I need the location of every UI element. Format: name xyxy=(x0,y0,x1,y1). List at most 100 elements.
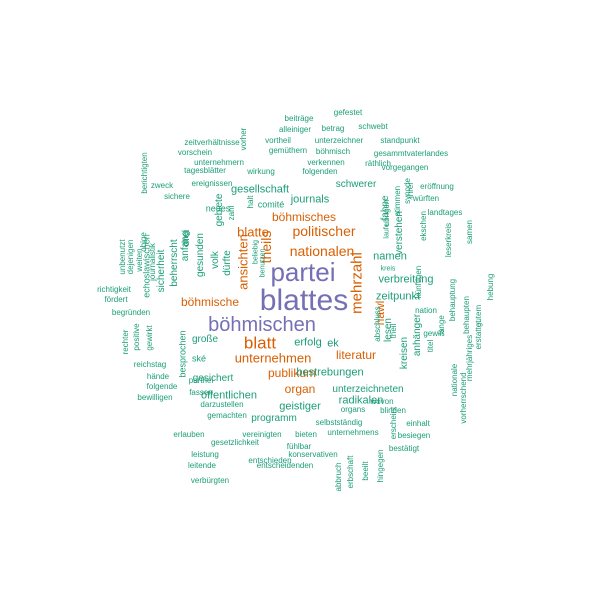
word-cloud-term: vorschein xyxy=(177,148,213,157)
word-cloud-term: zeitpunkt xyxy=(375,290,421,303)
word-cloud-term: hände xyxy=(146,372,170,381)
word-cloud-term: gesammtvaterlandes xyxy=(373,149,449,158)
word-cloud-term: verbürgten xyxy=(190,476,230,485)
word-cloud-term: programm xyxy=(251,413,297,424)
word-cloud-term: stimmen xyxy=(393,185,402,217)
word-cloud-term: standpunkt xyxy=(380,136,420,145)
word-cloud-term: böhmischen xyxy=(208,314,316,336)
word-cloud-term: mehrzahl xyxy=(348,252,366,314)
word-cloud-term: unternehmens xyxy=(327,428,379,437)
word-cloud-term: unternehmen xyxy=(234,350,312,366)
word-cloud-term: erlauben xyxy=(173,430,205,439)
word-cloud-term: gewiß xyxy=(423,329,445,338)
word-cloud-term: kreisen xyxy=(399,336,410,370)
word-cloud-term: ereignissen xyxy=(191,179,233,188)
word-cloud-term: berichtigten xyxy=(140,152,149,194)
word-cloud-term: entschieden xyxy=(248,456,292,465)
word-cloud-term: benutzen xyxy=(259,248,267,278)
word-cloud-term: zahl xyxy=(227,205,236,221)
word-cloud-term: literatur xyxy=(335,348,377,362)
word-cloud-term: politischer xyxy=(292,223,356,239)
word-cloud-term: publikum xyxy=(267,366,317,380)
word-cloud-term: nationale xyxy=(450,363,459,397)
word-cloud-term: abschluss xyxy=(373,306,382,342)
word-cloud-term: leserkreis xyxy=(444,222,453,258)
word-cloud-term: wirkung xyxy=(247,167,275,176)
word-cloud-term: vorgegangen xyxy=(381,163,429,172)
word-cloud-term: ansichten xyxy=(235,234,251,290)
word-cloud-term: synode xyxy=(403,178,412,204)
word-cloud-term: namen xyxy=(373,250,407,263)
word-cloud-term: begründen xyxy=(111,308,151,317)
word-cloud-term: vereinigten xyxy=(242,430,282,439)
word-cloud-term: besiegen xyxy=(397,431,431,440)
word-cloud-term: gesetzlichkeit xyxy=(210,438,260,447)
word-cloud-term: schwerer xyxy=(335,179,377,190)
word-cloud-term: eröffnung xyxy=(420,182,454,191)
word-cloud-term: nationalen xyxy=(289,243,355,259)
word-cloud-term: parthei xyxy=(188,376,214,385)
word-cloud-term: wovon xyxy=(370,397,394,406)
word-cloud-term: künftigen xyxy=(414,265,423,299)
word-cloud-term: sichere xyxy=(164,192,190,201)
word-cloud-term: vorher xyxy=(239,127,248,151)
word-cloud-term: comité xyxy=(257,199,285,210)
word-cloud-term: entscheidenden xyxy=(256,461,314,470)
word-cloud-term: geistiger xyxy=(279,400,321,413)
word-cloud-term: vortheil xyxy=(265,136,291,145)
word-cloud-term: bieten xyxy=(295,430,317,439)
word-cloud-term: gemachten xyxy=(207,411,247,420)
word-cloud-term: blatte xyxy=(237,224,269,240)
word-cloud-term: alleiniger xyxy=(278,125,312,134)
word-cloud-term: blattes xyxy=(259,284,349,317)
word-cloud-term: verstehen xyxy=(394,211,405,255)
word-cloud-term: ské xyxy=(191,353,207,364)
word-cloud-term: sicherheit xyxy=(156,249,167,293)
word-cloud-term: partei xyxy=(270,257,336,287)
word-cloud-term: betrag xyxy=(321,124,345,133)
word-cloud-term: gesunden xyxy=(195,233,206,277)
word-cloud-term: beeilt xyxy=(361,461,370,481)
word-cloud-term: weiten xyxy=(135,248,144,272)
word-cloud-term: zweck xyxy=(150,181,174,190)
word-cloud-term: behaupten xyxy=(462,296,471,334)
word-cloud-term: blatt xyxy=(243,333,277,353)
word-cloud-term: selbstständig xyxy=(315,418,363,427)
word-cloud-term: einhalt xyxy=(406,419,430,428)
word-cloud-term: organ xyxy=(284,382,316,396)
word-cloud-term: darzustellen xyxy=(200,400,244,409)
word-cloud-term: unternehmern xyxy=(194,158,244,167)
word-cloud-term: organs xyxy=(340,405,366,414)
word-cloud-term: folgende xyxy=(146,382,178,391)
word-cloud-term: schwebt xyxy=(358,122,388,131)
word-cloud-term: leistung xyxy=(191,450,219,459)
word-cloud-term: gefestet xyxy=(333,108,363,117)
word-cloud-term: unterzeichner xyxy=(314,136,364,145)
word-cloud-term: erscheint xyxy=(389,406,398,440)
word-cloud-term: öffentlichen xyxy=(200,389,258,402)
word-cloud-term: halt xyxy=(246,195,255,209)
word-cloud-term: konservativen xyxy=(288,450,338,459)
word-cloud-term: unterzeichneten xyxy=(332,384,404,395)
word-cloud-term: lange xyxy=(437,315,446,335)
word-cloud-term: laufe xyxy=(383,223,391,239)
word-cloud-term: kreis xyxy=(380,265,396,273)
word-cloud-term: gemüthern xyxy=(268,146,308,155)
word-cloud-term: abbruch xyxy=(334,462,343,492)
word-cloud-term: hebung xyxy=(486,273,495,301)
word-cloud-term: reichstag xyxy=(133,360,167,369)
word-cloud-term: bestätigt xyxy=(388,444,420,453)
word-cloud-term: fühlbar xyxy=(286,442,312,451)
word-cloud-term: gewirkt xyxy=(145,325,154,351)
word-cloud-term: mehrjähriges xyxy=(465,334,474,382)
word-cloud-term: fassen xyxy=(189,388,213,397)
word-cloud-term: erfolg xyxy=(294,336,322,349)
word-cloud-term: ek xyxy=(327,337,339,350)
word-cloud-term: leitende xyxy=(187,461,217,470)
word-cloud-term: titel xyxy=(426,339,435,353)
word-cloud-term: zeitverhältnisse xyxy=(184,138,240,147)
word-cloud-term: beherrscht xyxy=(169,239,180,287)
word-cloud-term: positive xyxy=(132,323,141,351)
word-cloud-term: verbreitung xyxy=(378,273,434,286)
word-cloud-term: fördert xyxy=(104,295,128,304)
